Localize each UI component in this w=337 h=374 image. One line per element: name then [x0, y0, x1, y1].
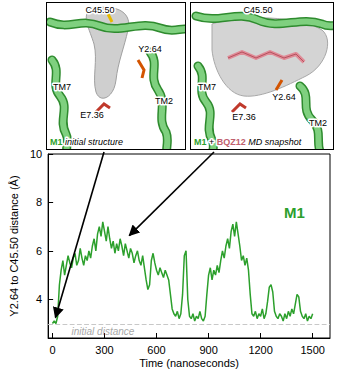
svg-text:initial distance: initial distance — [72, 326, 135, 337]
svg-text:1200: 1200 — [248, 344, 272, 356]
svg-text:Time (nanoseconds): Time (nanoseconds) — [139, 357, 239, 369]
svg-text:900: 900 — [199, 344, 217, 356]
svg-text:M1 initial structure: M1 initial structure — [50, 137, 123, 147]
svg-text:TM2: TM2 — [155, 96, 173, 106]
svg-text:4: 4 — [36, 293, 42, 305]
svg-text:10: 10 — [30, 148, 42, 160]
svg-text:TM2: TM2 — [309, 118, 327, 128]
svg-text:Y2.64: Y2.64 — [138, 44, 162, 54]
svg-text:TM7: TM7 — [53, 82, 71, 92]
svg-text:300: 300 — [95, 344, 113, 356]
svg-text:0: 0 — [49, 344, 55, 356]
svg-text:Y2.64 to C45.50 distance (Å): Y2.64 to C45.50 distance (Å) — [8, 175, 20, 316]
svg-text:Y2.64: Y2.64 — [272, 92, 296, 102]
svg-text:C45.50: C45.50 — [85, 5, 114, 15]
svg-text:M1 + BQZ12 MD snapshot: M1 + BQZ12 MD snapshot — [194, 137, 302, 147]
svg-text:E7.36: E7.36 — [80, 110, 104, 120]
svg-text:6: 6 — [36, 245, 42, 257]
svg-text:TM7: TM7 — [198, 82, 216, 92]
svg-text:1500: 1500 — [300, 344, 324, 356]
svg-text:E7.36: E7.36 — [232, 112, 256, 122]
svg-text:M1: M1 — [284, 204, 305, 221]
svg-text:600: 600 — [147, 344, 165, 356]
svg-text:C45.50: C45.50 — [243, 5, 272, 15]
svg-text:8: 8 — [36, 196, 42, 208]
